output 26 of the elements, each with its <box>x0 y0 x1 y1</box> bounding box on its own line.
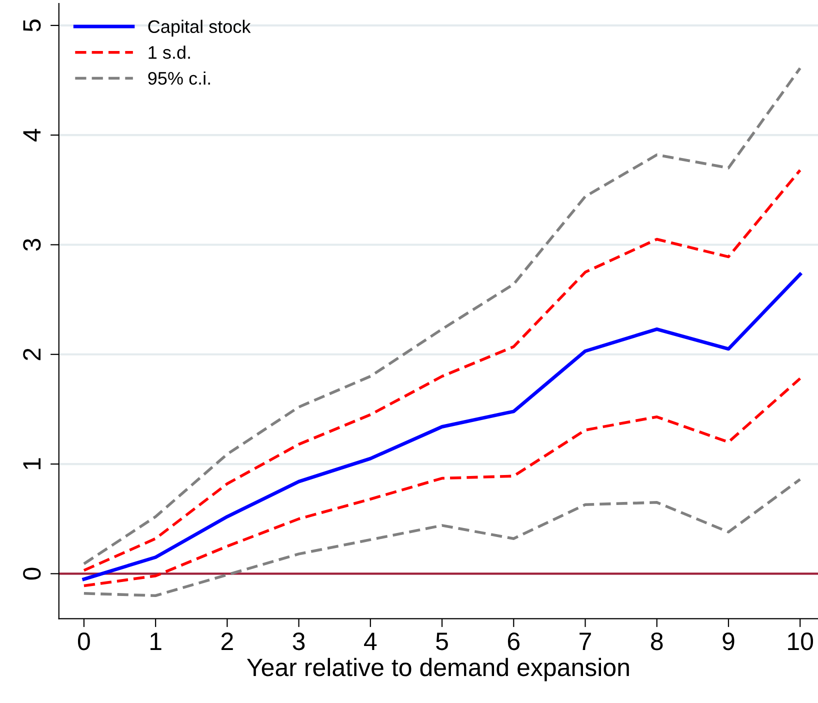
line-series <box>82 377 802 588</box>
legend-label: Capital stock <box>148 20 251 37</box>
y-tick-label: 1 <box>23 458 41 470</box>
y-tick-label: 2 <box>23 348 41 360</box>
legend-label: 1 s.d. <box>148 46 190 59</box>
x-tick-label: 2 <box>221 632 233 650</box>
line-series <box>82 478 802 598</box>
x-tick-label: 1 <box>150 632 162 650</box>
x-tick-label: 10 <box>788 632 814 650</box>
line-series <box>82 168 802 572</box>
line-series <box>82 66 802 566</box>
y-tick-label: 3 <box>23 238 41 251</box>
x-tick-label: 0 <box>78 632 90 650</box>
x-tick-label: 4 <box>364 632 377 650</box>
y-tick-label: 4 <box>23 128 41 142</box>
x-tick-label: 7 <box>580 632 591 650</box>
x-axis-title: Year relative to demand expansion <box>246 658 629 682</box>
y-tick-label: 5 <box>23 20 41 32</box>
x-tick-label: 6 <box>508 632 520 650</box>
x-tick-label: 9 <box>722 632 734 650</box>
x-tick-label: 8 <box>651 632 663 650</box>
x-tick-label: 5 <box>436 632 448 650</box>
y-tick-label: 0 <box>23 568 41 580</box>
legend-label: 95% c.i. <box>148 71 210 85</box>
line-series <box>82 272 802 581</box>
x-tick-label: 3 <box>292 632 305 650</box>
